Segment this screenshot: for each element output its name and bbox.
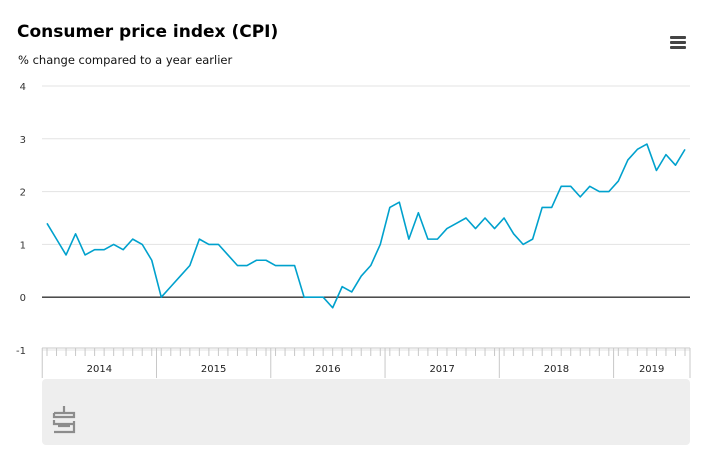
- menu-bar: [670, 36, 686, 39]
- series-line: [46, 143, 686, 309]
- chart-subtitle: % change compared to a year earlier: [18, 53, 233, 67]
- x-tick-label: 2019: [639, 364, 664, 375]
- chart-title: Consumer price index (CPI): [17, 22, 279, 42]
- x-tick-label: 2018: [544, 364, 569, 375]
- x-tick-label: 2014: [87, 364, 112, 375]
- y-tick-label: 4: [20, 82, 26, 93]
- y-tick-label: 2: [20, 188, 26, 199]
- menu-bar: [670, 41, 686, 44]
- cbs-logo-icon: [52, 406, 76, 434]
- x-tick-label: 2016: [315, 364, 340, 375]
- y-tick-label: 0: [20, 293, 26, 304]
- footer-logo-panel: [42, 379, 690, 445]
- x-tick-label: 2017: [429, 364, 454, 375]
- menu-bar: [670, 46, 686, 49]
- hamburger-menu-icon[interactable]: [666, 32, 690, 52]
- y-tick-label: -1: [16, 346, 26, 357]
- y-tick-label: 1: [20, 240, 26, 251]
- x-tick-label: 2015: [201, 364, 226, 375]
- y-tick-label: 3: [20, 135, 26, 146]
